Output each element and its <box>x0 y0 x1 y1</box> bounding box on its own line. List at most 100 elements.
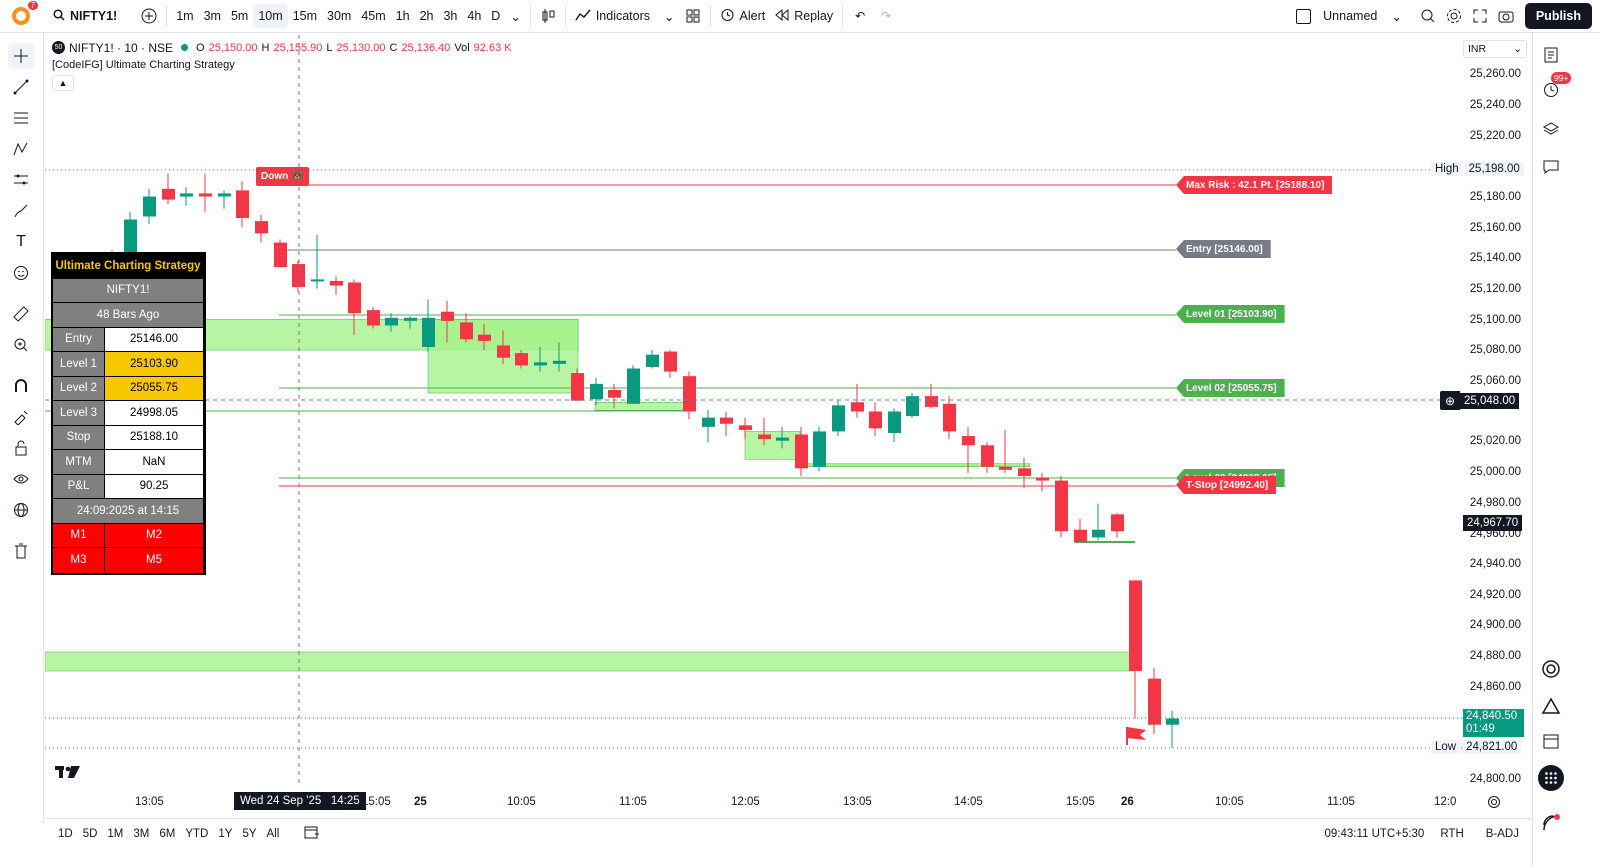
templates-grid-icon[interactable] <box>680 3 706 29</box>
add-alert-icon[interactable]: ⊕ <box>1440 391 1460 410</box>
candle <box>124 219 137 254</box>
trend-line-icon[interactable] <box>8 74 34 100</box>
collapse-legend-button[interactable]: ▲ <box>52 75 74 91</box>
lock-drawing-icon[interactable] <box>8 404 34 430</box>
interval-15m[interactable]: 15m <box>292 9 318 23</box>
range-1d[interactable]: 1D <box>58 827 73 840</box>
session-toggle[interactable]: RTH <box>1440 827 1464 840</box>
range-6m[interactable]: 6M <box>159 827 176 840</box>
price-tick-label: 25,160.00 <box>1469 222 1521 234</box>
interval-1h[interactable]: 1h <box>395 9 410 23</box>
ruler-icon[interactable] <box>8 301 34 327</box>
table-date: 24:09:2025 at 14:15 <box>53 499 204 523</box>
table-m-row-1: M1 M2 <box>53 523 204 548</box>
magnet-icon[interactable] <box>8 373 34 399</box>
trash-icon[interactable] <box>8 538 34 564</box>
apps-grid-icon[interactable] <box>1537 764 1565 792</box>
target-icon[interactable] <box>1537 655 1565 683</box>
brush-icon[interactable] <box>8 198 34 224</box>
table-row-value: 24998.05 <box>105 401 204 425</box>
candle <box>795 434 808 469</box>
text-icon[interactable]: T <box>16 233 26 250</box>
time-tick-label: 14:05 <box>954 796 983 808</box>
candle <box>441 311 454 321</box>
forecast-icon[interactable] <box>8 167 34 193</box>
symbol-search[interactable]: NIFTY1! <box>48 4 122 28</box>
candle <box>720 417 733 424</box>
alert-button[interactable]: Alert <box>715 4 771 28</box>
lock-icon[interactable] <box>8 435 34 461</box>
max-risk-label: Max Risk : 42.1 Pt. [25188.10] <box>1186 179 1325 191</box>
alerts-badge: 99+ <box>1551 72 1572 84</box>
adjustment-toggle[interactable]: B-ADJ <box>1485 827 1519 840</box>
demand-zone <box>45 651 1136 672</box>
redo-icon[interactable]: ↷ <box>881 9 892 23</box>
range-1y[interactable]: 1Y <box>218 827 233 840</box>
strategy-name[interactable]: [CodeIFG] Ultimate Charting Strategy <box>52 59 235 71</box>
candle <box>404 317 417 321</box>
broadcast-icon[interactable] <box>1537 809 1565 837</box>
interval-45m[interactable]: 45m <box>361 9 386 23</box>
interval-10m[interactable]: 10m <box>253 4 288 28</box>
interval-dropdown-icon[interactable]: ⌄ <box>510 9 521 24</box>
candle-type-icon[interactable] <box>535 3 561 29</box>
interval-3m[interactable]: 3m <box>203 9 221 23</box>
m5-cell: M5 <box>105 548 204 573</box>
layout-name-button[interactable]: Unnamed ⌄ <box>1291 4 1407 28</box>
range-5y[interactable]: 5Y <box>242 827 257 840</box>
interval-5m[interactable]: 5m <box>230 9 249 23</box>
candle <box>758 434 771 440</box>
emoji-icon[interactable] <box>8 260 34 286</box>
demand-zone <box>594 402 691 411</box>
avatar[interactable]: 7 <box>8 1 38 29</box>
indicators-button[interactable]: Indicators ⌄ <box>570 4 680 28</box>
level02-label: Level 02 [25055.75] <box>1186 382 1277 394</box>
calendar-icon[interactable] <box>1537 727 1565 755</box>
clock[interactable]: 09:43:11 UTC+5:30 <box>1324 827 1425 840</box>
table-row-label: Level 1 <box>53 352 105 376</box>
interval-3h[interactable]: 3h <box>443 9 458 23</box>
range-5d[interactable]: 5D <box>82 827 98 840</box>
symbol-legend-row[interactable]: 50 NIFTY1! · 10 · NSE O 25,150.00 H 25,155… <box>52 40 512 55</box>
globe-icon[interactable] <box>8 497 34 523</box>
camera-icon[interactable] <box>1493 3 1519 29</box>
table-row-value: 25188.10 <box>105 425 204 449</box>
interval-30m[interactable]: 30m <box>327 9 352 23</box>
compare-add-icon[interactable] <box>136 3 162 29</box>
goto-date-icon[interactable] <box>304 825 320 842</box>
quick-search-icon[interactable] <box>1415 3 1441 29</box>
layers-icon[interactable] <box>1537 115 1565 143</box>
eye-icon[interactable] <box>8 466 34 492</box>
range-ytd[interactable]: YTD <box>185 827 209 840</box>
strategy-table: Ultimate Charting Strategy NIFTY1! 48 Ba… <box>51 252 206 575</box>
interval-1m[interactable]: 1m <box>176 9 194 23</box>
range-1m[interactable]: 1M <box>107 827 124 840</box>
publish-button[interactable]: Publish <box>1524 3 1592 29</box>
fullscreen-icon[interactable] <box>1467 3 1493 29</box>
candle <box>255 221 268 234</box>
settings-gear-icon[interactable] <box>1441 3 1467 29</box>
ideas-icon[interactable] <box>1537 692 1565 720</box>
interval-D[interactable]: D <box>491 9 501 23</box>
interval-4h[interactable]: 4h <box>467 9 482 23</box>
crosshair-icon[interactable] <box>8 43 34 69</box>
open-label: O <box>196 41 205 54</box>
table-row: Level 2 25055.75 <box>53 376 204 401</box>
price-chart[interactable] <box>45 33 1532 823</box>
replay-button[interactable]: Replay <box>770 4 838 28</box>
candle <box>534 362 547 366</box>
chat-icon[interactable] <box>1537 153 1565 181</box>
zoom-in-icon[interactable] <box>8 332 34 358</box>
watchlist-icon[interactable] <box>1537 41 1565 69</box>
interval-2h[interactable]: 2h <box>419 9 434 23</box>
axis-settings-icon[interactable] <box>1487 795 1501 812</box>
price-tick-label: 25,060.00 <box>1469 375 1521 387</box>
pattern-icon[interactable] <box>8 136 34 162</box>
undo-icon[interactable]: ↶ <box>855 9 866 23</box>
tstop-label: T-Stop [24992.40] <box>1186 479 1269 491</box>
range-3m[interactable]: 3M <box>133 827 150 840</box>
fib-retracement-icon[interactable] <box>8 105 34 131</box>
alerts-clock-icon[interactable]: 99+ <box>1537 72 1572 103</box>
range-all[interactable]: All <box>266 827 280 840</box>
currency-selector[interactable]: INR ⌄ <box>1463 40 1527 58</box>
